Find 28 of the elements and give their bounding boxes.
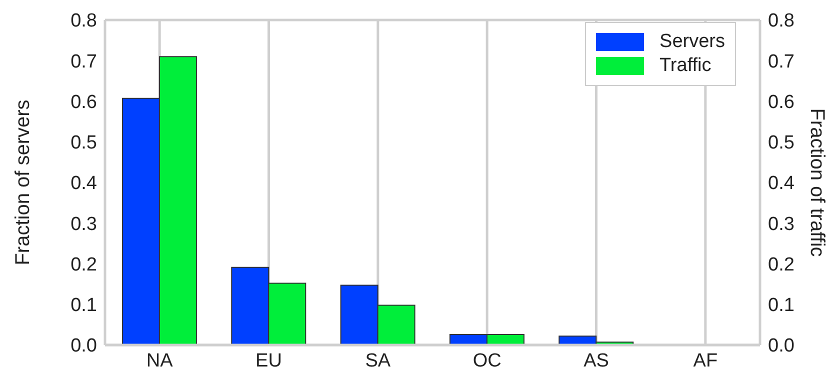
x-tick-label: NA [146, 350, 174, 372]
y-tick-label: 0.2 [70, 254, 97, 276]
y2-tick-label: 0.6 [768, 92, 794, 113]
y2-tick-label: 0.3 [768, 214, 794, 235]
y2-axis-title: Fraction of traffic [806, 108, 828, 257]
legend-label: Servers [660, 31, 725, 53]
x-tick-label: EU [256, 350, 282, 372]
y-tick-label: 0.6 [70, 92, 97, 113]
y2-tick-label: 0.0 [768, 336, 794, 357]
y2-tick-label: 0.4 [768, 173, 795, 194]
x-tick-label: AF [693, 350, 718, 372]
x-tick-label: AS [584, 350, 609, 372]
y-axis-title: Fraction of servers [12, 100, 34, 266]
y-tick-label: 0.1 [70, 295, 97, 316]
y-tick-label: 0.4 [70, 173, 98, 194]
y-tick-label: 0.8 [70, 10, 97, 32]
y2-tick-label: 0.5 [768, 132, 794, 154]
y-tick-label: 0.3 [70, 214, 97, 235]
x-tick-label: SA [365, 350, 391, 372]
y-tick-label: 0.0 [70, 336, 97, 357]
legend-label: Traffic [660, 55, 712, 77]
x-tick-label: OC [472, 350, 502, 372]
y-tick-label: 0.5 [70, 132, 97, 154]
y-tick-label: 0.7 [70, 51, 97, 72]
y2-tick-label: 0.2 [768, 254, 794, 276]
y2-tick-label: 0.1 [768, 295, 794, 316]
y2-tick-label: 0.8 [768, 10, 794, 32]
y2-tick-label: 0.7 [768, 51, 794, 72]
